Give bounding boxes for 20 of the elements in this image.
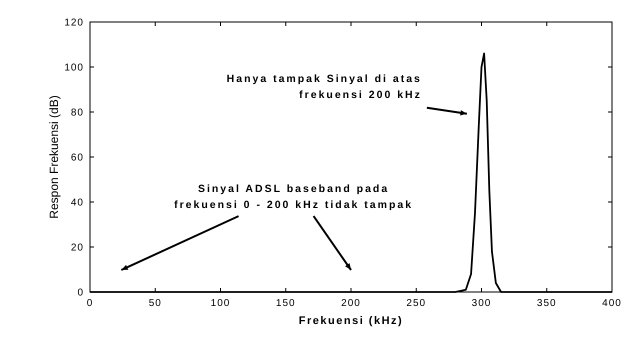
annotation: Sinyal ADSL baseband pada frekuensi 0 - 200 kHz tidak tampak: [174, 183, 414, 212]
y-tick-label: 80: [70, 108, 84, 118]
y-tick-label: 20: [70, 242, 84, 254]
x-tick-label: 0: [86, 298, 94, 309]
x-tick-label: 300: [472, 298, 492, 309]
x-axis-title: Frekuensi (kHz): [298, 315, 404, 327]
y-tick-label: 60: [70, 152, 84, 164]
x-tick-label: 100: [210, 298, 230, 309]
x-tick-label: 250: [406, 298, 426, 309]
x-tick-label: 350: [536, 298, 557, 309]
x-tick-label: 400: [602, 298, 622, 309]
x-tick-label: 50: [148, 298, 162, 309]
y-axis-title: Respon Frekuensi (dB): [47, 95, 61, 219]
y-tick-label: 100: [64, 62, 84, 74]
y-tick-label: 120: [64, 18, 84, 28]
y-tick-label: 0: [77, 288, 84, 298]
x-tick-label: 150: [276, 298, 296, 309]
annotation: Hanya tampak Sinyal di atas frekuensi 200 kHz: [226, 72, 422, 101]
y-tick-label: 40: [70, 198, 84, 208]
x-tick-label: 200: [341, 298, 361, 309]
